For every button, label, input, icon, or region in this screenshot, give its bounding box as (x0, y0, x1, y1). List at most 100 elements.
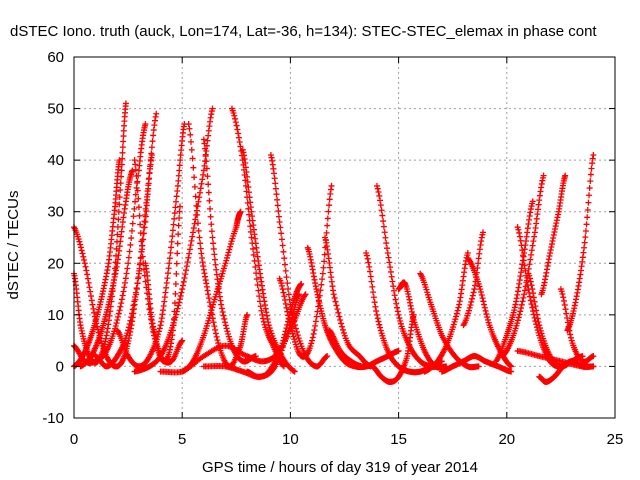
data-point (394, 304, 401, 311)
data-point (169, 227, 176, 234)
data-point (514, 317, 521, 324)
data-point (244, 311, 251, 318)
data-point (211, 256, 218, 263)
data-point (88, 293, 95, 300)
x-axis-label: GPS time / hours of day 319 of year 2014 (202, 459, 478, 476)
data-point (508, 363, 515, 370)
y-tick-label: 30 (47, 204, 64, 221)
data-point (336, 313, 343, 320)
data-point (370, 294, 377, 301)
chart-title: dSTEC Iono. truth (auck, Lon=174, Lat=-3… (10, 23, 597, 40)
data-point (526, 293, 533, 300)
data-point (177, 203, 184, 210)
data-point (531, 233, 538, 240)
data-point (143, 199, 150, 206)
series-37 (538, 172, 569, 298)
data-point (179, 337, 186, 344)
data-point (383, 240, 390, 247)
data-point (326, 196, 333, 203)
data-point (177, 157, 184, 164)
data-point (565, 323, 572, 330)
data-point (130, 302, 137, 309)
data-point (265, 322, 272, 329)
data-point (581, 239, 588, 246)
data-point (168, 238, 175, 245)
data-point (280, 362, 287, 369)
data-point (380, 218, 387, 225)
data-point (586, 185, 593, 192)
data-point (298, 280, 305, 287)
data-point (203, 165, 210, 172)
data-point (325, 208, 332, 215)
data-point (259, 311, 266, 318)
data-point (119, 149, 126, 156)
data-point (222, 322, 229, 329)
data-point (115, 208, 122, 215)
data-point (332, 298, 339, 305)
data-point (208, 228, 215, 235)
data-point (468, 298, 475, 305)
data-point (231, 112, 238, 119)
data-point (128, 314, 135, 321)
data-point (130, 213, 137, 220)
data-point (132, 294, 139, 301)
data-point (140, 224, 147, 231)
data-point (540, 172, 547, 179)
data-point (326, 202, 333, 209)
y-tick-label: 60 (47, 49, 64, 66)
data-point (321, 258, 328, 265)
data-point (310, 330, 317, 337)
data-point (526, 272, 533, 279)
data-point (132, 198, 139, 205)
data-point (190, 225, 197, 232)
data-point (560, 294, 567, 301)
data-point (113, 320, 120, 327)
data-point (392, 296, 399, 303)
data-point (170, 221, 177, 228)
data-point (118, 167, 125, 174)
data-point (588, 165, 595, 172)
data-point (244, 178, 251, 185)
data-point (202, 151, 209, 158)
data-point (317, 287, 324, 294)
data-point (187, 131, 194, 138)
data-point (393, 300, 400, 307)
data-point (367, 268, 374, 275)
data-point (475, 363, 482, 370)
data-point (330, 291, 337, 298)
data-point (147, 156, 154, 163)
data-point (478, 292, 485, 299)
data-point (587, 178, 594, 185)
data-point (324, 215, 331, 222)
data-point (531, 298, 538, 305)
data-point (174, 305, 181, 312)
data-point (137, 221, 144, 228)
data-point (337, 317, 344, 324)
data-point (285, 312, 292, 319)
data-point (171, 317, 178, 324)
data-point (271, 175, 278, 182)
data-point (208, 221, 215, 228)
data-point (247, 228, 254, 235)
data-point (145, 182, 152, 189)
data-point (590, 353, 597, 360)
data-point (134, 179, 141, 186)
data-point (287, 322, 294, 329)
data-point (147, 163, 154, 170)
data-point (582, 234, 589, 241)
series-13 (200, 136, 259, 365)
data-point (281, 293, 288, 300)
data-point (521, 262, 528, 269)
data-point (247, 223, 254, 230)
data-point (257, 303, 264, 310)
data-point (235, 134, 242, 141)
y-tick-label: 40 (47, 152, 64, 169)
data-point (237, 143, 244, 150)
data-point (469, 295, 476, 302)
series-20 (276, 182, 335, 360)
data-point (386, 259, 393, 266)
data-point (567, 334, 574, 341)
data-point (227, 243, 234, 250)
data-point (395, 311, 402, 318)
data-point (530, 294, 537, 301)
